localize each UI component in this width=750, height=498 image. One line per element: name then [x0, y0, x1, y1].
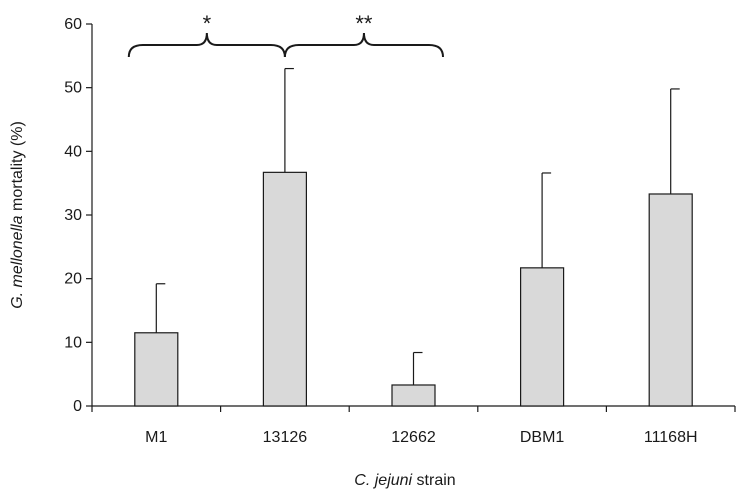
y-tick-label: 0 [73, 398, 82, 415]
x-tick-label: M1 [145, 429, 167, 446]
significance-label: ** [355, 11, 373, 36]
x-axis-title: C. jejuni strain [354, 472, 455, 489]
significance-label: * [203, 11, 212, 36]
bar-M1 [134, 332, 179, 407]
x-axis-title-rest: strain [412, 472, 456, 489]
bar-12662 [391, 384, 436, 407]
axis-labels: C. jejuni strain G. mellonella mortality… [9, 121, 456, 489]
y-axis-title: G. mellonella mortality (%) [9, 121, 26, 309]
x-tick-label: 12662 [391, 429, 436, 446]
y-tick-label: 60 [64, 16, 82, 33]
significance-brace [127, 32, 286, 58]
y-axis-title-italic: G. mellonella [9, 215, 26, 308]
y-tick-label: 30 [64, 207, 82, 224]
y-tick-label: 10 [64, 334, 82, 351]
significance-brace [283, 32, 444, 58]
y-tick-label: 40 [64, 143, 82, 160]
axes: 0 10 20 30 40 50 60 [64, 16, 736, 415]
bar-DBM1 [519, 267, 565, 407]
y-tick-label: 20 [64, 271, 82, 288]
bar-13126 [262, 171, 307, 407]
bars: M1 13126 12662 DBM1 11168H [134, 67, 698, 446]
bar-11168H [648, 193, 693, 407]
x-tick-label: 13126 [263, 429, 308, 446]
x-tick-label: DBM1 [520, 429, 565, 446]
y-tick-label: 50 [64, 80, 82, 97]
significance-annotations: * ** [127, 11, 444, 58]
y-axis-title-rest: mortality (%) [9, 121, 26, 215]
x-axis-title-italic: C. jejuni [354, 472, 412, 489]
x-tick-label: 11168H [644, 429, 698, 446]
